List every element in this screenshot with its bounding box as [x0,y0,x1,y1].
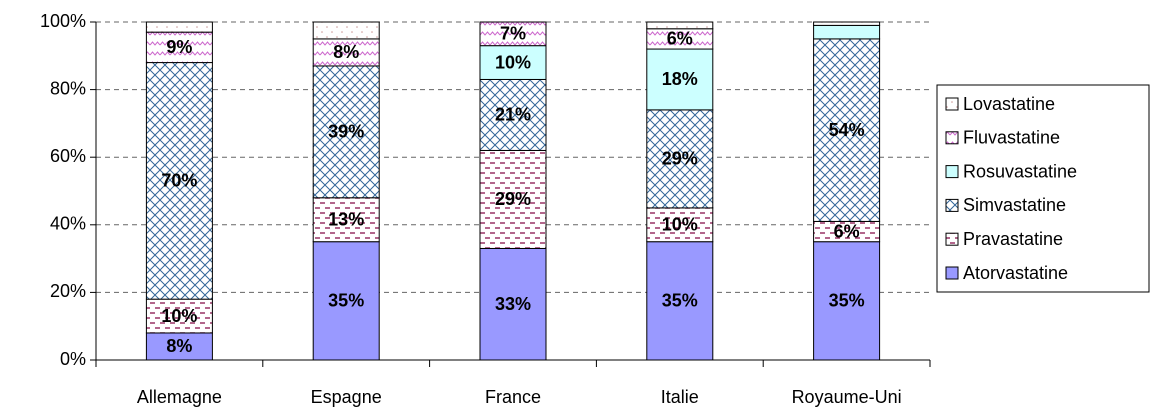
data-label: 18% [662,69,698,89]
data-label: 13% [328,209,364,229]
bar-segment [813,241,881,361]
data-label: 70% [161,171,197,191]
legend-swatch [945,232,959,246]
data-label: 33% [495,294,531,314]
bar-segment [312,241,380,361]
bar-segment [479,21,547,47]
bar-segment [646,207,714,243]
x-tick-label: Allemagne [137,387,222,407]
data-label: 10% [662,215,698,235]
bar-segment [646,48,714,111]
y-tick-label: 20% [50,281,86,301]
data-label: 9% [166,37,192,57]
legend-label: Lovastatine [963,94,1055,114]
y-tick-label: 40% [50,214,86,234]
bar-segment [813,24,881,40]
data-label: 29% [662,149,698,169]
bar-segment [145,31,213,64]
bar-segment [145,332,213,361]
bar-segment [479,149,547,249]
bar-segment [813,21,881,26]
legend-swatch [945,97,959,111]
legend-box [936,84,1150,293]
bar-segment [312,21,380,40]
data-label: 21% [495,105,531,125]
legend-label: Fluvastatine [963,128,1060,148]
x-tick-label: France [485,387,541,407]
bar-segment [646,21,714,30]
data-label: 10% [495,52,531,72]
legend-swatch [945,131,959,145]
bar-segment [479,78,547,151]
legend-swatch [945,266,959,280]
data-label: 29% [495,189,531,209]
data-label: 8% [166,336,192,356]
x-tick-label: Italie [661,387,699,407]
data-label: 8% [333,42,359,62]
bar-segment [479,45,547,80]
data-label: 39% [328,122,364,142]
bar-segment [479,247,547,361]
bar-segment [813,38,881,222]
legend-label: Simvastatine [963,195,1066,215]
data-label: 35% [328,291,364,311]
bar-segment [145,21,213,33]
bar-segment [145,62,213,300]
data-label: 35% [829,291,865,311]
y-tick-label: 100% [40,11,86,31]
data-label: 35% [662,291,698,311]
legend-swatch [945,165,959,179]
bar-segment [646,109,714,209]
data-label: 10% [161,306,197,326]
data-label: 6% [834,221,860,241]
y-tick-label: 0% [60,349,86,369]
legend-label: Pravastatine [963,229,1063,249]
y-tick-label: 60% [50,146,86,166]
data-label: 7% [500,24,526,44]
x-tick-label: Espagne [311,387,382,407]
legend-label: Rosuvastatine [963,161,1077,181]
legend-swatch [945,198,959,212]
bar-segment [312,65,380,199]
y-tick-label: 80% [50,78,86,98]
data-label: 6% [667,29,693,49]
x-tick-label: Royaume-Uni [792,387,902,407]
data-label: 54% [829,120,865,140]
bar-segment [145,298,213,334]
legend-label: Atorvastatine [963,263,1068,283]
